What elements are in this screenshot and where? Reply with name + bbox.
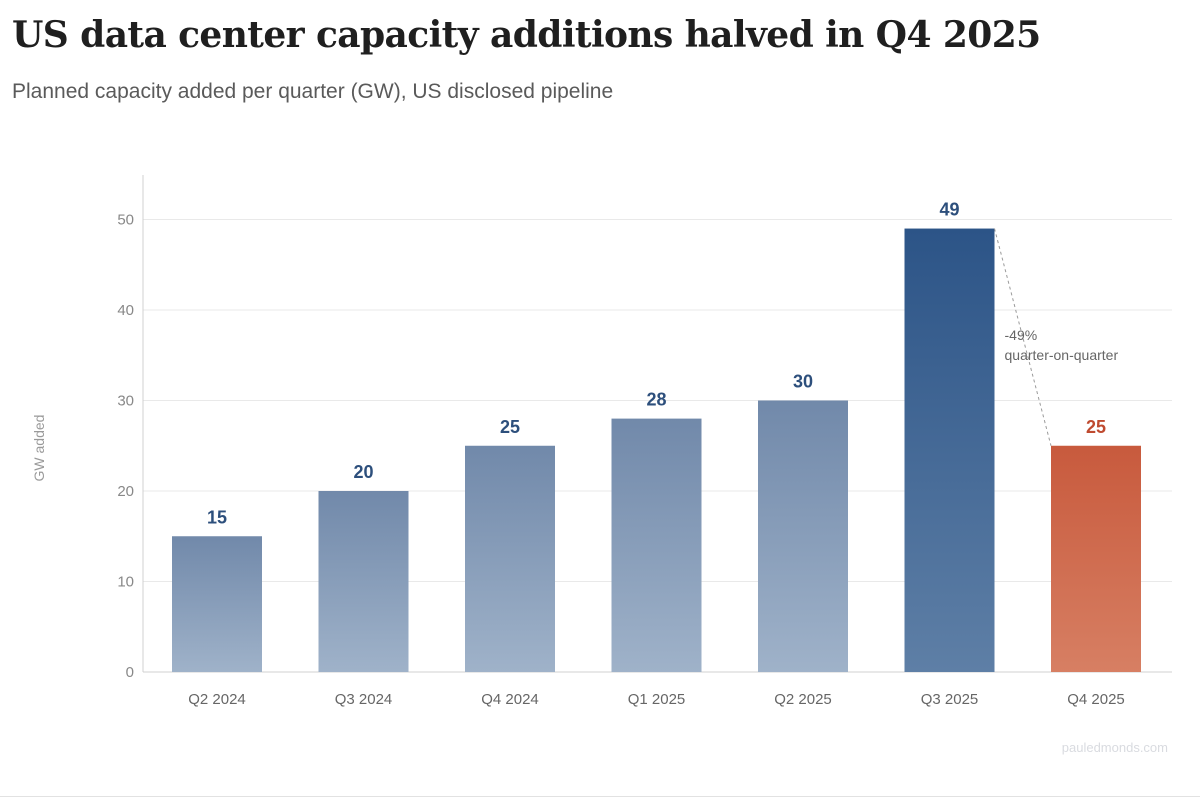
bar-q4-2025 <box>1051 445 1141 672</box>
x-tick-label-q3-2025: Q3 2025 <box>921 691 979 708</box>
chart-title: US data center capacity additions halved… <box>12 14 1041 56</box>
y-tick-label-50: 50 <box>117 212 134 229</box>
bar-q3-2024 <box>318 491 409 672</box>
y-tick-label-0: 0 <box>126 664 134 681</box>
annotation: -49% quarter-on-quarter <box>994 228 1119 446</box>
y-tick-label-30: 30 <box>117 393 134 410</box>
footer-divider <box>0 796 1200 797</box>
x-tick-label-q2-2025: Q2 2025 <box>774 691 832 708</box>
bar-q1-2025 <box>611 418 702 672</box>
x-tick-label-q3-2024: Q3 2024 <box>335 691 393 708</box>
value-label-q4-2024: 25 <box>500 417 520 437</box>
credit-watermark: pauledmonds.com <box>1062 740 1168 755</box>
annotation-text-line-2: quarter-on-quarter <box>1005 347 1119 363</box>
y-axis-title: GW added <box>31 415 47 482</box>
bars <box>172 228 1141 673</box>
bar-q2-2024 <box>172 536 262 672</box>
chart-subtitle: Planned capacity added per quarter (GW),… <box>12 80 614 103</box>
annotation-text-line-1: -49% <box>1005 327 1038 343</box>
labels: 0 10 20 30 40 50 GW added 15 Q2 2024 20 Q3 2024 25 Q… <box>31 200 1168 755</box>
value-label-q3-2024: 20 <box>353 462 373 482</box>
x-tick-label-q1-2025: Q1 2025 <box>628 691 686 708</box>
x-tick-label-q2-2024: Q2 2024 <box>188 691 246 708</box>
value-label-q1-2025: 28 <box>646 390 666 410</box>
x-tick-label-q4-2025: Q4 2025 <box>1067 691 1125 708</box>
bar-q4-2024 <box>465 445 555 672</box>
y-tick-label-10: 10 <box>117 574 134 591</box>
y-tick-label-20: 20 <box>117 483 134 500</box>
value-label-q4-2025: 25 <box>1086 417 1106 437</box>
y-tick-label-40: 40 <box>117 302 134 319</box>
annotation-connector <box>994 228 1052 446</box>
value-label-q3-2025: 49 <box>939 200 959 220</box>
bar-q2-2025 <box>758 400 848 672</box>
value-label-q2-2024: 15 <box>207 507 227 527</box>
bar-q3-2025 <box>904 228 995 673</box>
x-tick-label-q4-2024: Q4 2024 <box>481 691 539 708</box>
value-label-q2-2025: 30 <box>793 372 813 392</box>
